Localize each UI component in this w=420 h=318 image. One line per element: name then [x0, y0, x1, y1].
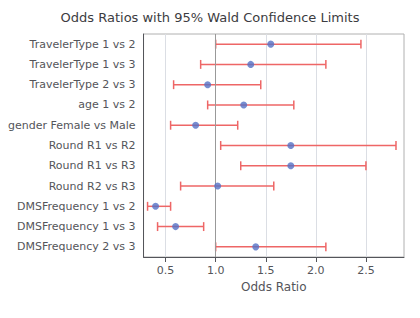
svg-text:TravelerType 1 vs 3: TravelerType 1 vs 3	[29, 58, 136, 71]
svg-text:Round R2 vs R3: Round R2 vs R3	[49, 180, 136, 193]
svg-text:Round R1 vs R2: Round R1 vs R2	[49, 139, 136, 152]
svg-text:Round R1 vs R3: Round R1 vs R3	[49, 159, 136, 172]
svg-text:Odds Ratios with 95% Wald Conf: Odds Ratios with 95% Wald Confidence Lim…	[61, 10, 360, 25]
svg-text:1.0: 1.0	[207, 264, 225, 277]
svg-text:1.5: 1.5	[257, 264, 275, 277]
svg-text:gender Female vs Male: gender Female vs Male	[8, 119, 136, 132]
svg-text:TravelerType 1 vs 2: TravelerType 1 vs 2	[29, 38, 136, 51]
svg-text:DMSFrequency 1 vs 2: DMSFrequency 1 vs 2	[17, 200, 136, 213]
svg-text:DMSFrequency 1 vs 3: DMSFrequency 1 vs 3	[17, 220, 136, 233]
svg-text:2.5: 2.5	[357, 264, 375, 277]
svg-text:0.5: 0.5	[157, 264, 175, 277]
svg-text:age 1 vs 2: age 1 vs 2	[78, 98, 135, 111]
svg-text:TravelerType 2 vs 3: TravelerType 2 vs 3	[29, 78, 136, 91]
svg-text:Odds Ratio: Odds Ratio	[241, 280, 307, 294]
svg-text:2.0: 2.0	[307, 264, 325, 277]
svg-text:DMSFrequency 2 vs 3: DMSFrequency 2 vs 3	[17, 240, 136, 253]
